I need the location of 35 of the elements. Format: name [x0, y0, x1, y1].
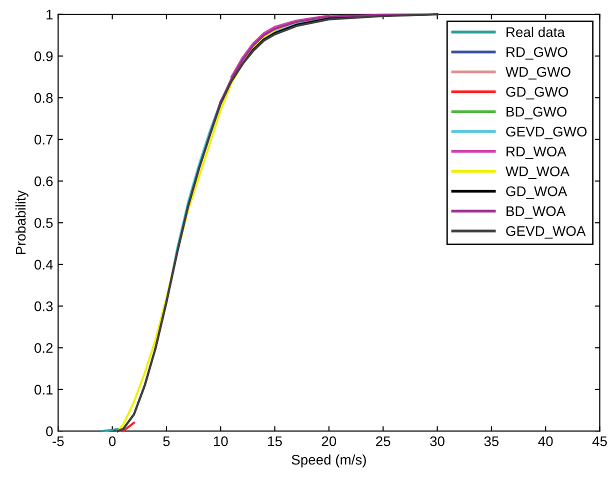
x-tick-label: 5: [163, 436, 170, 446]
x-tick-label: 45: [592, 436, 607, 446]
legend-label: RD_WOA: [506, 146, 566, 160]
y-tick-label: 0.7: [34, 134, 53, 145]
legend-label: GD_GWO: [506, 86, 568, 100]
x-tick-label: 20: [322, 436, 336, 446]
y-tick-label: 0.2: [34, 343, 53, 353]
y-tick-label: 0.9: [34, 51, 53, 62]
x-axis-title: Speed (m/s): [292, 454, 366, 468]
x-tick-label: 40: [538, 436, 553, 446]
x-tick-label: 0: [108, 436, 116, 446]
legend-label: WD_WOA: [506, 166, 570, 179]
x-tick-label: 25: [376, 436, 390, 446]
y-tick-label: 1: [46, 10, 53, 20]
y-tick-label: 0.3: [34, 301, 53, 312]
legend-label: BD_WOA: [506, 206, 566, 219]
y-axis-title: Probability: [15, 190, 28, 254]
legend-label: WD_GWO: [506, 67, 570, 80]
y-tick-label: 0.4: [34, 260, 53, 270]
legend-label: Real data: [506, 26, 565, 38]
x-tick-label: 35: [484, 436, 499, 446]
y-tick-label: 0.5: [34, 218, 53, 228]
legend-label: GEVD_WOA: [506, 226, 586, 239]
y-tick-label: 0.1: [34, 384, 53, 395]
x-tick-label: -5: [52, 436, 64, 446]
legend-label: RD_GWO: [506, 47, 568, 60]
legend-label: BD_GWO: [506, 106, 567, 120]
legend-label: GD_WOA: [506, 186, 568, 199]
x-tick-label: 10: [214, 436, 228, 446]
y-tick-label: 0.8: [34, 93, 53, 103]
legend-label: GEVD_GWO: [506, 126, 587, 140]
x-tick-label: 30: [430, 436, 444, 446]
x-tick-label: 15: [268, 436, 282, 446]
y-tick-label: 0.6: [34, 176, 53, 186]
y-tick-label: 0: [46, 426, 53, 436]
